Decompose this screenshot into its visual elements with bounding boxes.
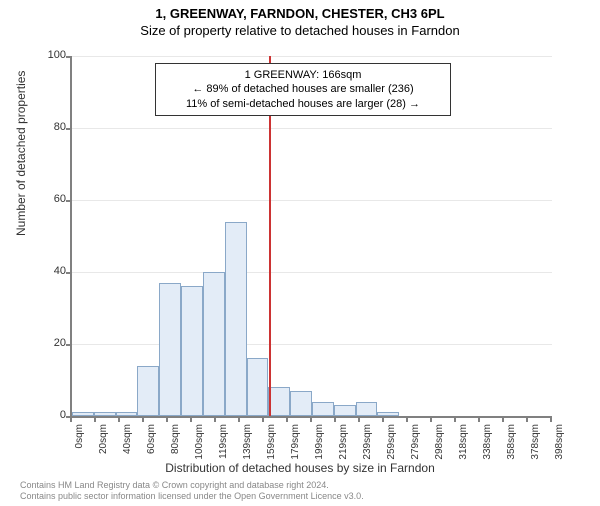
histogram-bar bbox=[159, 283, 181, 416]
histogram-bar bbox=[268, 387, 290, 416]
histogram-bar bbox=[290, 391, 312, 416]
y-tick-label: 60 bbox=[26, 193, 66, 205]
y-tick-label: 100 bbox=[26, 49, 66, 61]
annot-line-3: 11% of semi-detached houses are larger (… bbox=[162, 97, 444, 111]
y-tick-label: 40 bbox=[26, 265, 66, 277]
histogram-bar bbox=[94, 412, 116, 416]
annot-line-2: ← 89% of detached houses are smaller (23… bbox=[162, 82, 444, 96]
title-subtitle: Size of property relative to detached ho… bbox=[0, 23, 600, 38]
histogram-bar bbox=[377, 412, 399, 416]
histogram-bar bbox=[72, 412, 94, 416]
footer-attribution: Contains HM Land Registry data © Crown c… bbox=[20, 480, 364, 502]
histogram-bar bbox=[137, 366, 159, 416]
footer-line-1: Contains HM Land Registry data © Crown c… bbox=[20, 480, 364, 491]
annotation-box: 1 GREENWAY: 166sqm ← 89% of detached hou… bbox=[155, 63, 451, 116]
histogram-bar bbox=[247, 358, 269, 416]
annot-line-1: 1 GREENWAY: 166sqm bbox=[162, 68, 444, 82]
histogram-bar bbox=[181, 286, 203, 416]
x-axis-label: Distribution of detached houses by size … bbox=[0, 461, 600, 475]
histogram-bar bbox=[225, 222, 247, 416]
title-address: 1, GREENWAY, FARNDON, CHESTER, CH3 6PL bbox=[0, 6, 600, 21]
y-tick-label: 0 bbox=[26, 409, 66, 421]
y-axis-label: Number of detached properties bbox=[14, 71, 28, 236]
histogram-bar bbox=[334, 405, 356, 416]
y-tick-label: 20 bbox=[26, 337, 66, 349]
y-tick-label: 80 bbox=[26, 121, 66, 133]
histogram-bar bbox=[356, 402, 378, 416]
histogram-bar bbox=[203, 272, 225, 416]
histogram-bar bbox=[312, 402, 334, 416]
